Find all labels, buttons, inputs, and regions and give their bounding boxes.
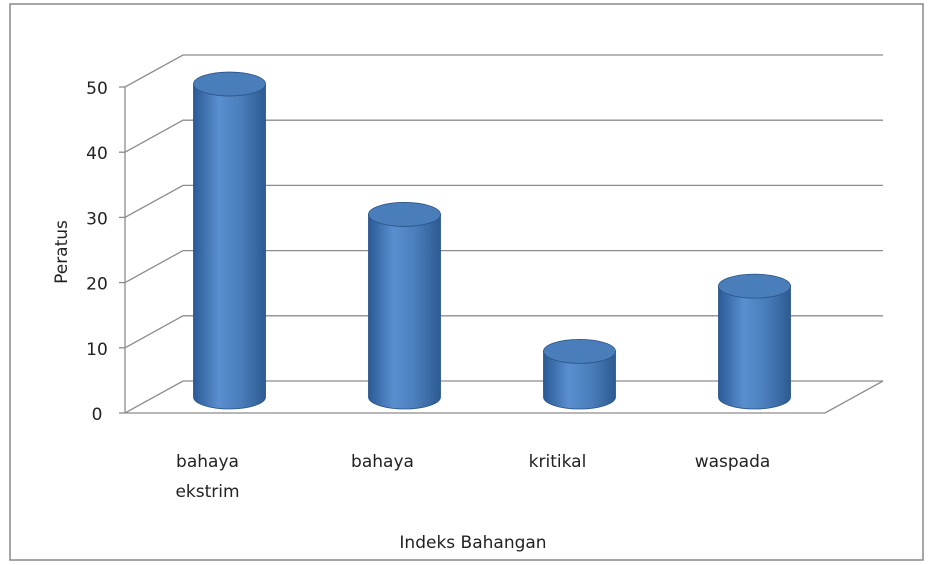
x-tick-label: bahaya ekstrim xyxy=(175,452,239,502)
grid-line xyxy=(124,119,883,153)
y-tick-label: 50 xyxy=(86,79,108,99)
grid-line xyxy=(124,54,883,88)
y-tick-label: 40 xyxy=(86,144,108,164)
bar-cap xyxy=(193,71,266,97)
grid-line xyxy=(124,380,883,414)
y-tick-label: 20 xyxy=(86,275,108,295)
floor xyxy=(125,380,884,414)
chart-border xyxy=(9,3,924,561)
bar-cap xyxy=(718,273,791,299)
y-tick-label: 10 xyxy=(86,340,108,360)
grid-line xyxy=(124,249,883,284)
x-tick-label: waspada xyxy=(695,452,771,472)
y-axis-title: Peratus xyxy=(52,220,72,284)
bar xyxy=(543,350,616,410)
y-tick-label: 30 xyxy=(86,209,108,229)
y-tick-label: 0 xyxy=(92,405,103,425)
bar xyxy=(368,214,441,410)
bar xyxy=(718,285,791,410)
x-tick-label: bahaya xyxy=(351,452,414,472)
grid-line xyxy=(124,184,883,218)
grid-line xyxy=(124,315,883,349)
x-tick-label: kritikal xyxy=(529,452,587,472)
x-axis-title: Indeks Bahangan xyxy=(399,533,546,553)
bar xyxy=(193,83,266,410)
bar-cap xyxy=(368,202,441,227)
bar-cap xyxy=(543,338,616,364)
